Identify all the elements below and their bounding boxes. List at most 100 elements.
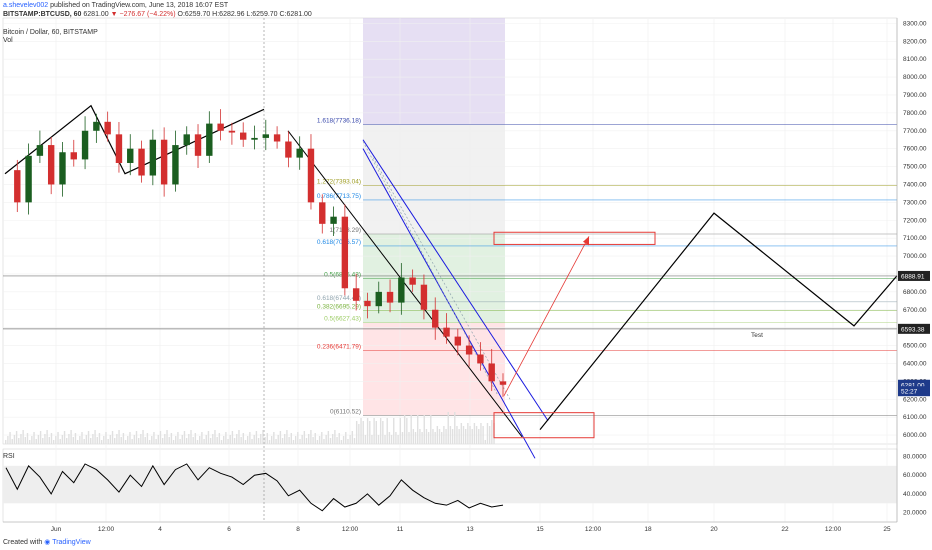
volume-bar xyxy=(366,418,369,444)
x-tick-label: 18 xyxy=(644,526,652,533)
volume-bar xyxy=(111,431,114,444)
volume-bar xyxy=(85,435,88,444)
volume-bar xyxy=(375,421,377,444)
y-tick-label: 6700.00 xyxy=(903,307,927,314)
x-tick-label: 22 xyxy=(781,526,789,533)
volume-bar xyxy=(55,436,57,444)
volume-bar xyxy=(382,421,384,444)
volume-bar xyxy=(181,435,183,444)
volume-bar xyxy=(434,432,436,444)
volume-bar xyxy=(201,432,203,444)
volume-bar xyxy=(294,436,297,444)
fib-level-label: 0.382(6695.29) xyxy=(317,304,361,311)
volume-bar xyxy=(87,431,90,444)
volume-bar xyxy=(50,433,53,444)
volume-bar xyxy=(57,432,59,444)
y-tick-label: 7600.00 xyxy=(903,146,927,153)
volume-bar xyxy=(393,418,395,444)
volume-bar xyxy=(249,432,251,444)
volume-bar xyxy=(179,439,181,444)
header-line-1: a.shevelev002 published on TradingView.c… xyxy=(3,2,228,9)
price-label-box xyxy=(898,379,930,390)
volume-bar xyxy=(338,433,340,444)
price-label-box xyxy=(898,386,930,397)
volume-bar xyxy=(131,439,133,444)
volume-bar xyxy=(390,435,393,444)
fib-zone-red xyxy=(363,322,505,416)
volume-bar xyxy=(39,431,42,444)
candle-body xyxy=(36,145,44,156)
volume-bar xyxy=(469,426,471,444)
volume-bar xyxy=(270,436,273,444)
volume-bar xyxy=(491,420,493,444)
volume-bar xyxy=(42,438,44,444)
volume-bar xyxy=(260,434,262,444)
volume-bar xyxy=(327,431,330,444)
volume-bar xyxy=(242,433,245,444)
tradingview-link[interactable]: TradingView xyxy=(52,539,91,546)
candle-body xyxy=(138,148,145,176)
y-tick-label: 6800.00 xyxy=(903,289,927,296)
fib-level-label: 1.272(7393.04) xyxy=(317,179,361,186)
volume-bar xyxy=(157,435,159,444)
candle-body xyxy=(194,134,202,156)
volume-bar xyxy=(308,434,310,444)
volume-bar xyxy=(120,437,122,444)
volume-bar xyxy=(5,440,7,444)
volume-bar xyxy=(403,415,406,444)
x-tick-label: Jun xyxy=(51,526,62,533)
ohlc-text: O:6259.70 H:6282.96 L:6259.70 C:6281.00 xyxy=(177,11,312,18)
volume-bar xyxy=(246,436,249,444)
volume-bar xyxy=(427,432,430,444)
volume-bar xyxy=(475,426,478,444)
volume-bar xyxy=(11,439,13,444)
volume-bar xyxy=(451,429,454,444)
volume-bar xyxy=(325,435,327,444)
volume-bar xyxy=(353,438,356,444)
volume-bar xyxy=(371,435,373,444)
fib-level-label: 1.618(7736.18) xyxy=(317,117,361,124)
volume-bar xyxy=(15,431,18,444)
y-tick-label: 8100.00 xyxy=(903,56,927,63)
candle-body xyxy=(454,336,462,346)
candle-body xyxy=(206,123,213,156)
volume-bar xyxy=(340,440,343,444)
volume-bar xyxy=(140,434,142,444)
volume-bar xyxy=(96,437,98,444)
candle-body xyxy=(160,139,168,185)
volume-bar xyxy=(292,440,295,444)
rsi-line xyxy=(5,463,504,512)
y-tick-label: 7400.00 xyxy=(903,181,927,188)
volume-bar xyxy=(321,432,323,444)
fib-level-label: 0.786(7713.75) xyxy=(317,193,361,200)
candle-body xyxy=(364,300,371,307)
x-tick-label: 12:00 xyxy=(342,526,359,533)
volume-bar xyxy=(122,433,125,444)
y-tick-label: 7700.00 xyxy=(903,128,927,135)
volume-bar xyxy=(423,415,425,444)
y-tick-label: 8300.00 xyxy=(903,20,927,27)
candle-body xyxy=(398,277,405,303)
volume-bar xyxy=(185,438,188,444)
x-tick-label: 8 xyxy=(296,526,300,533)
wave-path-projection xyxy=(539,212,898,431)
x-tick-label: 4 xyxy=(158,526,162,533)
y-tick-label: 6500.00 xyxy=(903,343,927,350)
volume-bar xyxy=(177,432,179,444)
volume-bar xyxy=(347,439,349,444)
candle-body xyxy=(47,145,55,185)
volume-bar xyxy=(399,418,401,444)
candle-body xyxy=(307,148,315,203)
x-tick-label: 12:00 xyxy=(825,526,842,533)
last-price: 6281.00 xyxy=(83,11,109,18)
volume-bar xyxy=(133,435,136,444)
volume-bar xyxy=(421,432,423,444)
volume-bar xyxy=(225,432,227,444)
volume-bar xyxy=(329,438,332,444)
volume-bar xyxy=(31,436,33,444)
fib-level-label: 0.236(6471.79) xyxy=(317,344,361,351)
volume-bar xyxy=(417,415,419,444)
header-line-2: BITSTAMP:BTCUSD, 60 6281.00 ▼ −276.67 (−… xyxy=(3,11,312,18)
volume-bar xyxy=(251,439,253,444)
author-link[interactable]: a.shevelev002 xyxy=(3,2,49,9)
